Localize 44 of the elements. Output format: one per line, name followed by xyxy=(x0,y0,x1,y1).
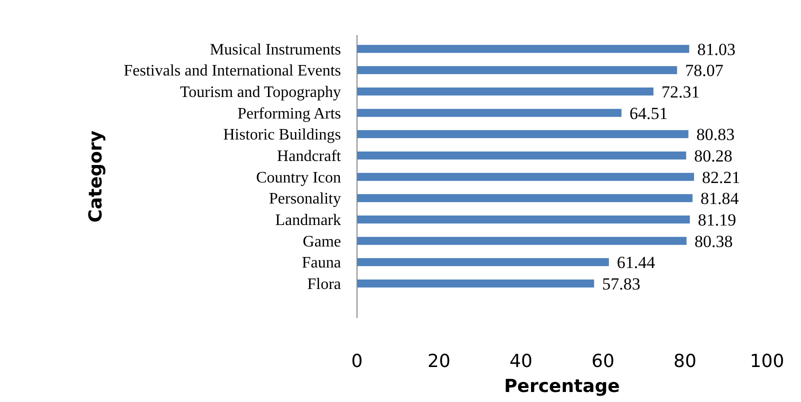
x-tick-label: 80 xyxy=(674,350,696,372)
bar xyxy=(357,44,690,53)
y-tick-label: Flora xyxy=(307,276,341,294)
data-label: 81.03 xyxy=(697,40,736,59)
bar xyxy=(357,130,688,138)
y-tick-label: Game xyxy=(302,233,341,250)
bar xyxy=(357,194,693,202)
y-tick-label: Historic Buildings xyxy=(223,126,341,144)
x-tick-label: 60 xyxy=(592,350,614,372)
bar xyxy=(357,172,694,181)
y-tick-label: Tourism and Topography xyxy=(180,84,341,102)
data-label: 80.38 xyxy=(694,232,733,251)
data-label: 57.83 xyxy=(602,274,640,294)
y-tick-label: Musical Instruments xyxy=(210,41,341,58)
y-tick-label: Landmark xyxy=(275,212,341,230)
data-label: 80.28 xyxy=(694,146,732,166)
x-tick-label: 0 xyxy=(351,350,363,372)
y-tick-label: Festivals and International Events xyxy=(124,62,341,80)
y-axis-title: Category xyxy=(85,130,106,223)
y-tick-label: Performing Arts xyxy=(237,105,341,122)
bar xyxy=(357,236,687,245)
data-label: 82.21 xyxy=(702,168,740,187)
y-tick-label: Country Icon xyxy=(256,169,341,186)
data-label: 64.51 xyxy=(629,104,668,123)
bar xyxy=(357,215,690,224)
bar xyxy=(357,108,622,117)
bar xyxy=(357,258,609,266)
y-tick-label: Fauna xyxy=(302,254,341,272)
x-tick-label: 40 xyxy=(510,350,532,372)
bar xyxy=(357,87,654,96)
bar xyxy=(357,151,686,160)
x-tick-label: 100 xyxy=(750,350,784,372)
bar xyxy=(357,66,678,74)
data-label: 81.84 xyxy=(700,189,740,208)
x-axis-title: Percentage xyxy=(504,376,620,397)
y-tick-label: Handcraft xyxy=(277,148,342,166)
data-label: 78.07 xyxy=(685,61,724,80)
data-label: 61.44 xyxy=(616,253,656,272)
x-tick-label: 20 xyxy=(428,350,450,372)
bar xyxy=(357,279,594,288)
data-label: 72.31 xyxy=(661,82,700,102)
data-label: 81.19 xyxy=(698,210,736,230)
data-label: 80.83 xyxy=(696,125,735,144)
y-tick-label: Personality xyxy=(269,190,341,208)
